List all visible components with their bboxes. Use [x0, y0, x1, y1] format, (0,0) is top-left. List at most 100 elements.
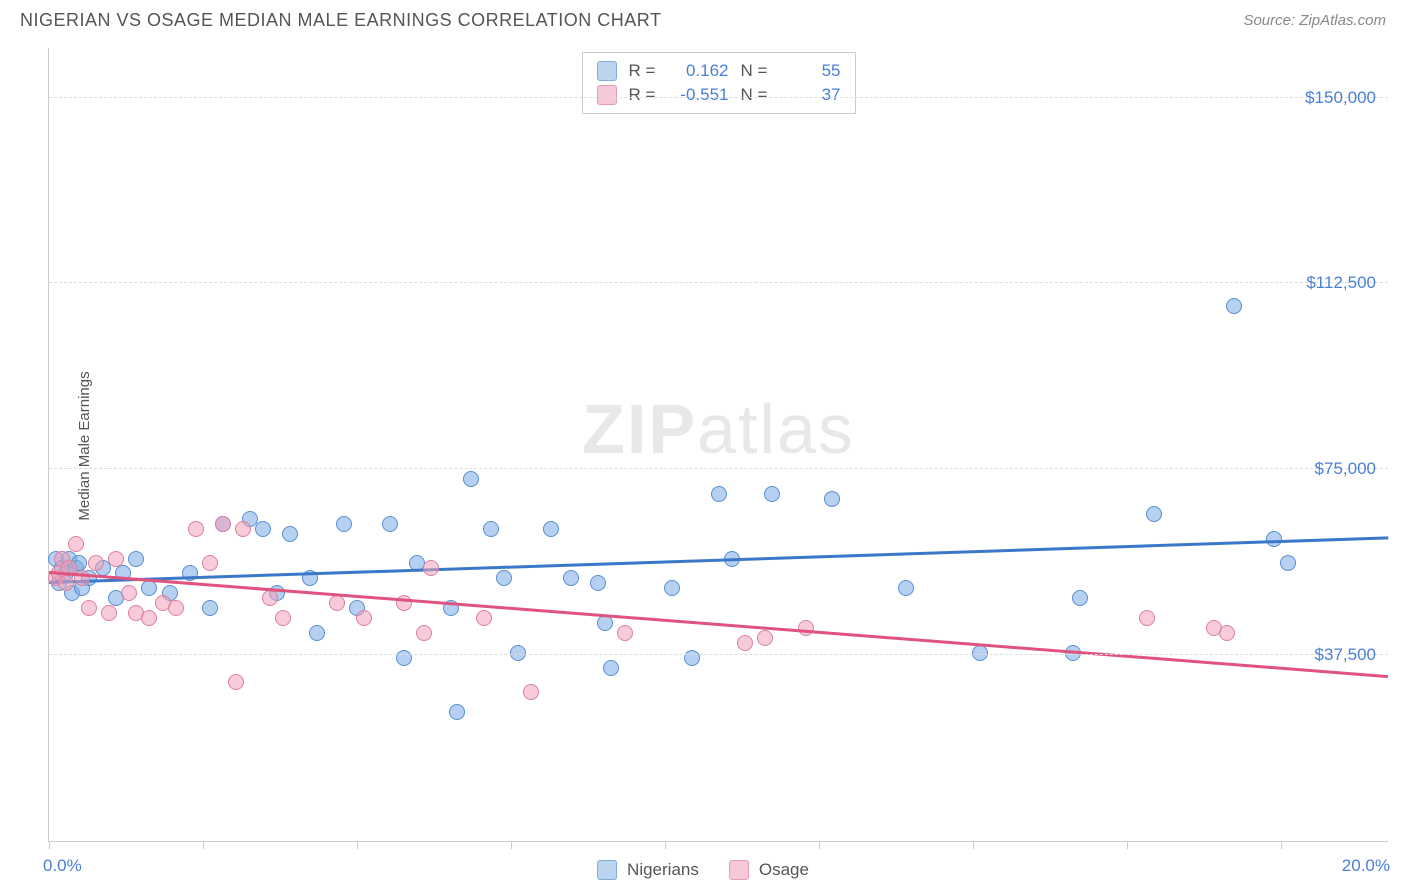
scatter-point-osage [81, 600, 97, 616]
r-label: R = [629, 85, 657, 105]
scatter-point-nigerians [255, 521, 271, 537]
scatter-point-nigerians [711, 486, 727, 502]
scatter-point-nigerians [543, 521, 559, 537]
source-attribution: Source: ZipAtlas.com [1243, 12, 1386, 29]
scatter-point-osage [58, 575, 74, 591]
legend-item-osage: Osage [729, 860, 809, 880]
correlation-legend: R = 0.162 N = 55 R = -0.551 N = 37 [582, 52, 856, 114]
y-tick-label: $37,500 [1315, 645, 1376, 665]
chart-plot-area: ZIPatlas R = 0.162 N = 55 R = -0.551 N =… [48, 48, 1388, 842]
swatch-nigerians [597, 860, 617, 880]
scatter-point-osage [757, 630, 773, 646]
x-axis-max-label: 20.0% [1342, 856, 1390, 876]
scatter-point-osage [235, 521, 251, 537]
scatter-point-nigerians [141, 580, 157, 596]
scatter-point-nigerians [597, 615, 613, 631]
scatter-point-nigerians [824, 491, 840, 507]
legend-label-osage: Osage [759, 860, 809, 880]
scatter-point-nigerians [1072, 590, 1088, 606]
r-value-osage: -0.551 [669, 85, 729, 105]
scatter-point-osage [423, 560, 439, 576]
scatter-point-nigerians [1226, 298, 1242, 314]
swatch-osage [729, 860, 749, 880]
scatter-point-nigerians [449, 704, 465, 720]
trend-line-osage [49, 571, 1388, 678]
gridline [49, 654, 1388, 655]
r-label: R = [629, 61, 657, 81]
scatter-point-nigerians [603, 660, 619, 676]
scatter-point-osage [617, 625, 633, 641]
x-axis-min-label: 0.0% [43, 856, 82, 876]
x-tick [203, 841, 204, 849]
scatter-point-osage [141, 610, 157, 626]
scatter-point-nigerians [382, 516, 398, 532]
scatter-point-nigerians [336, 516, 352, 532]
y-tick-label: $75,000 [1315, 459, 1376, 479]
scatter-point-nigerians [282, 526, 298, 542]
x-tick [49, 841, 50, 849]
scatter-point-nigerians [496, 570, 512, 586]
n-value-osage: 37 [781, 85, 841, 105]
plot-canvas [49, 48, 1388, 841]
n-label: N = [741, 85, 769, 105]
scatter-point-osage [523, 684, 539, 700]
scatter-point-osage [215, 516, 231, 532]
r-value-nigerians: 0.162 [669, 61, 729, 81]
x-tick [973, 841, 974, 849]
legend-item-nigerians: Nigerians [597, 860, 699, 880]
scatter-point-osage [168, 600, 184, 616]
scatter-point-osage [228, 674, 244, 690]
y-tick-label: $150,000 [1305, 88, 1376, 108]
legend-row-nigerians: R = 0.162 N = 55 [597, 59, 841, 83]
scatter-point-nigerians [764, 486, 780, 502]
chart-title: NIGERIAN VS OSAGE MEDIAN MALE EARNINGS C… [20, 10, 661, 31]
scatter-point-nigerians [483, 521, 499, 537]
chart-header: NIGERIAN VS OSAGE MEDIAN MALE EARNINGS C… [0, 0, 1406, 31]
series-legend: Nigerians Osage [597, 860, 809, 880]
scatter-point-nigerians [128, 551, 144, 567]
swatch-osage [597, 85, 617, 105]
scatter-point-nigerians [664, 580, 680, 596]
scatter-point-osage [101, 605, 117, 621]
n-value-nigerians: 55 [781, 61, 841, 81]
scatter-point-osage [356, 610, 372, 626]
scatter-point-nigerians [972, 645, 988, 661]
scatter-point-nigerians [684, 650, 700, 666]
scatter-point-nigerians [1280, 555, 1296, 571]
scatter-point-osage [737, 635, 753, 651]
scatter-point-osage [202, 555, 218, 571]
scatter-point-osage [329, 595, 345, 611]
scatter-point-nigerians [510, 645, 526, 661]
x-tick [511, 841, 512, 849]
trend-line-nigerians [49, 536, 1388, 583]
x-tick [357, 841, 358, 849]
legend-label-nigerians: Nigerians [627, 860, 699, 880]
x-tick [819, 841, 820, 849]
x-tick [665, 841, 666, 849]
swatch-nigerians [597, 61, 617, 81]
scatter-point-osage [188, 521, 204, 537]
gridline [49, 282, 1388, 283]
gridline [49, 468, 1388, 469]
scatter-point-nigerians [563, 570, 579, 586]
scatter-point-osage [262, 590, 278, 606]
scatter-point-nigerians [202, 600, 218, 616]
scatter-point-osage [121, 585, 137, 601]
scatter-point-osage [68, 536, 84, 552]
scatter-point-nigerians [1266, 531, 1282, 547]
scatter-point-osage [798, 620, 814, 636]
scatter-point-nigerians [1146, 506, 1162, 522]
x-tick [1281, 841, 1282, 849]
n-label: N = [741, 61, 769, 81]
x-tick [1127, 841, 1128, 849]
y-tick-label: $112,500 [1306, 273, 1376, 293]
legend-row-osage: R = -0.551 N = 37 [597, 83, 841, 107]
scatter-point-nigerians [463, 471, 479, 487]
scatter-point-osage [108, 551, 124, 567]
scatter-point-nigerians [309, 625, 325, 641]
scatter-point-nigerians [396, 650, 412, 666]
scatter-point-osage [275, 610, 291, 626]
scatter-point-nigerians [590, 575, 606, 591]
scatter-point-osage [476, 610, 492, 626]
scatter-point-osage [1219, 625, 1235, 641]
